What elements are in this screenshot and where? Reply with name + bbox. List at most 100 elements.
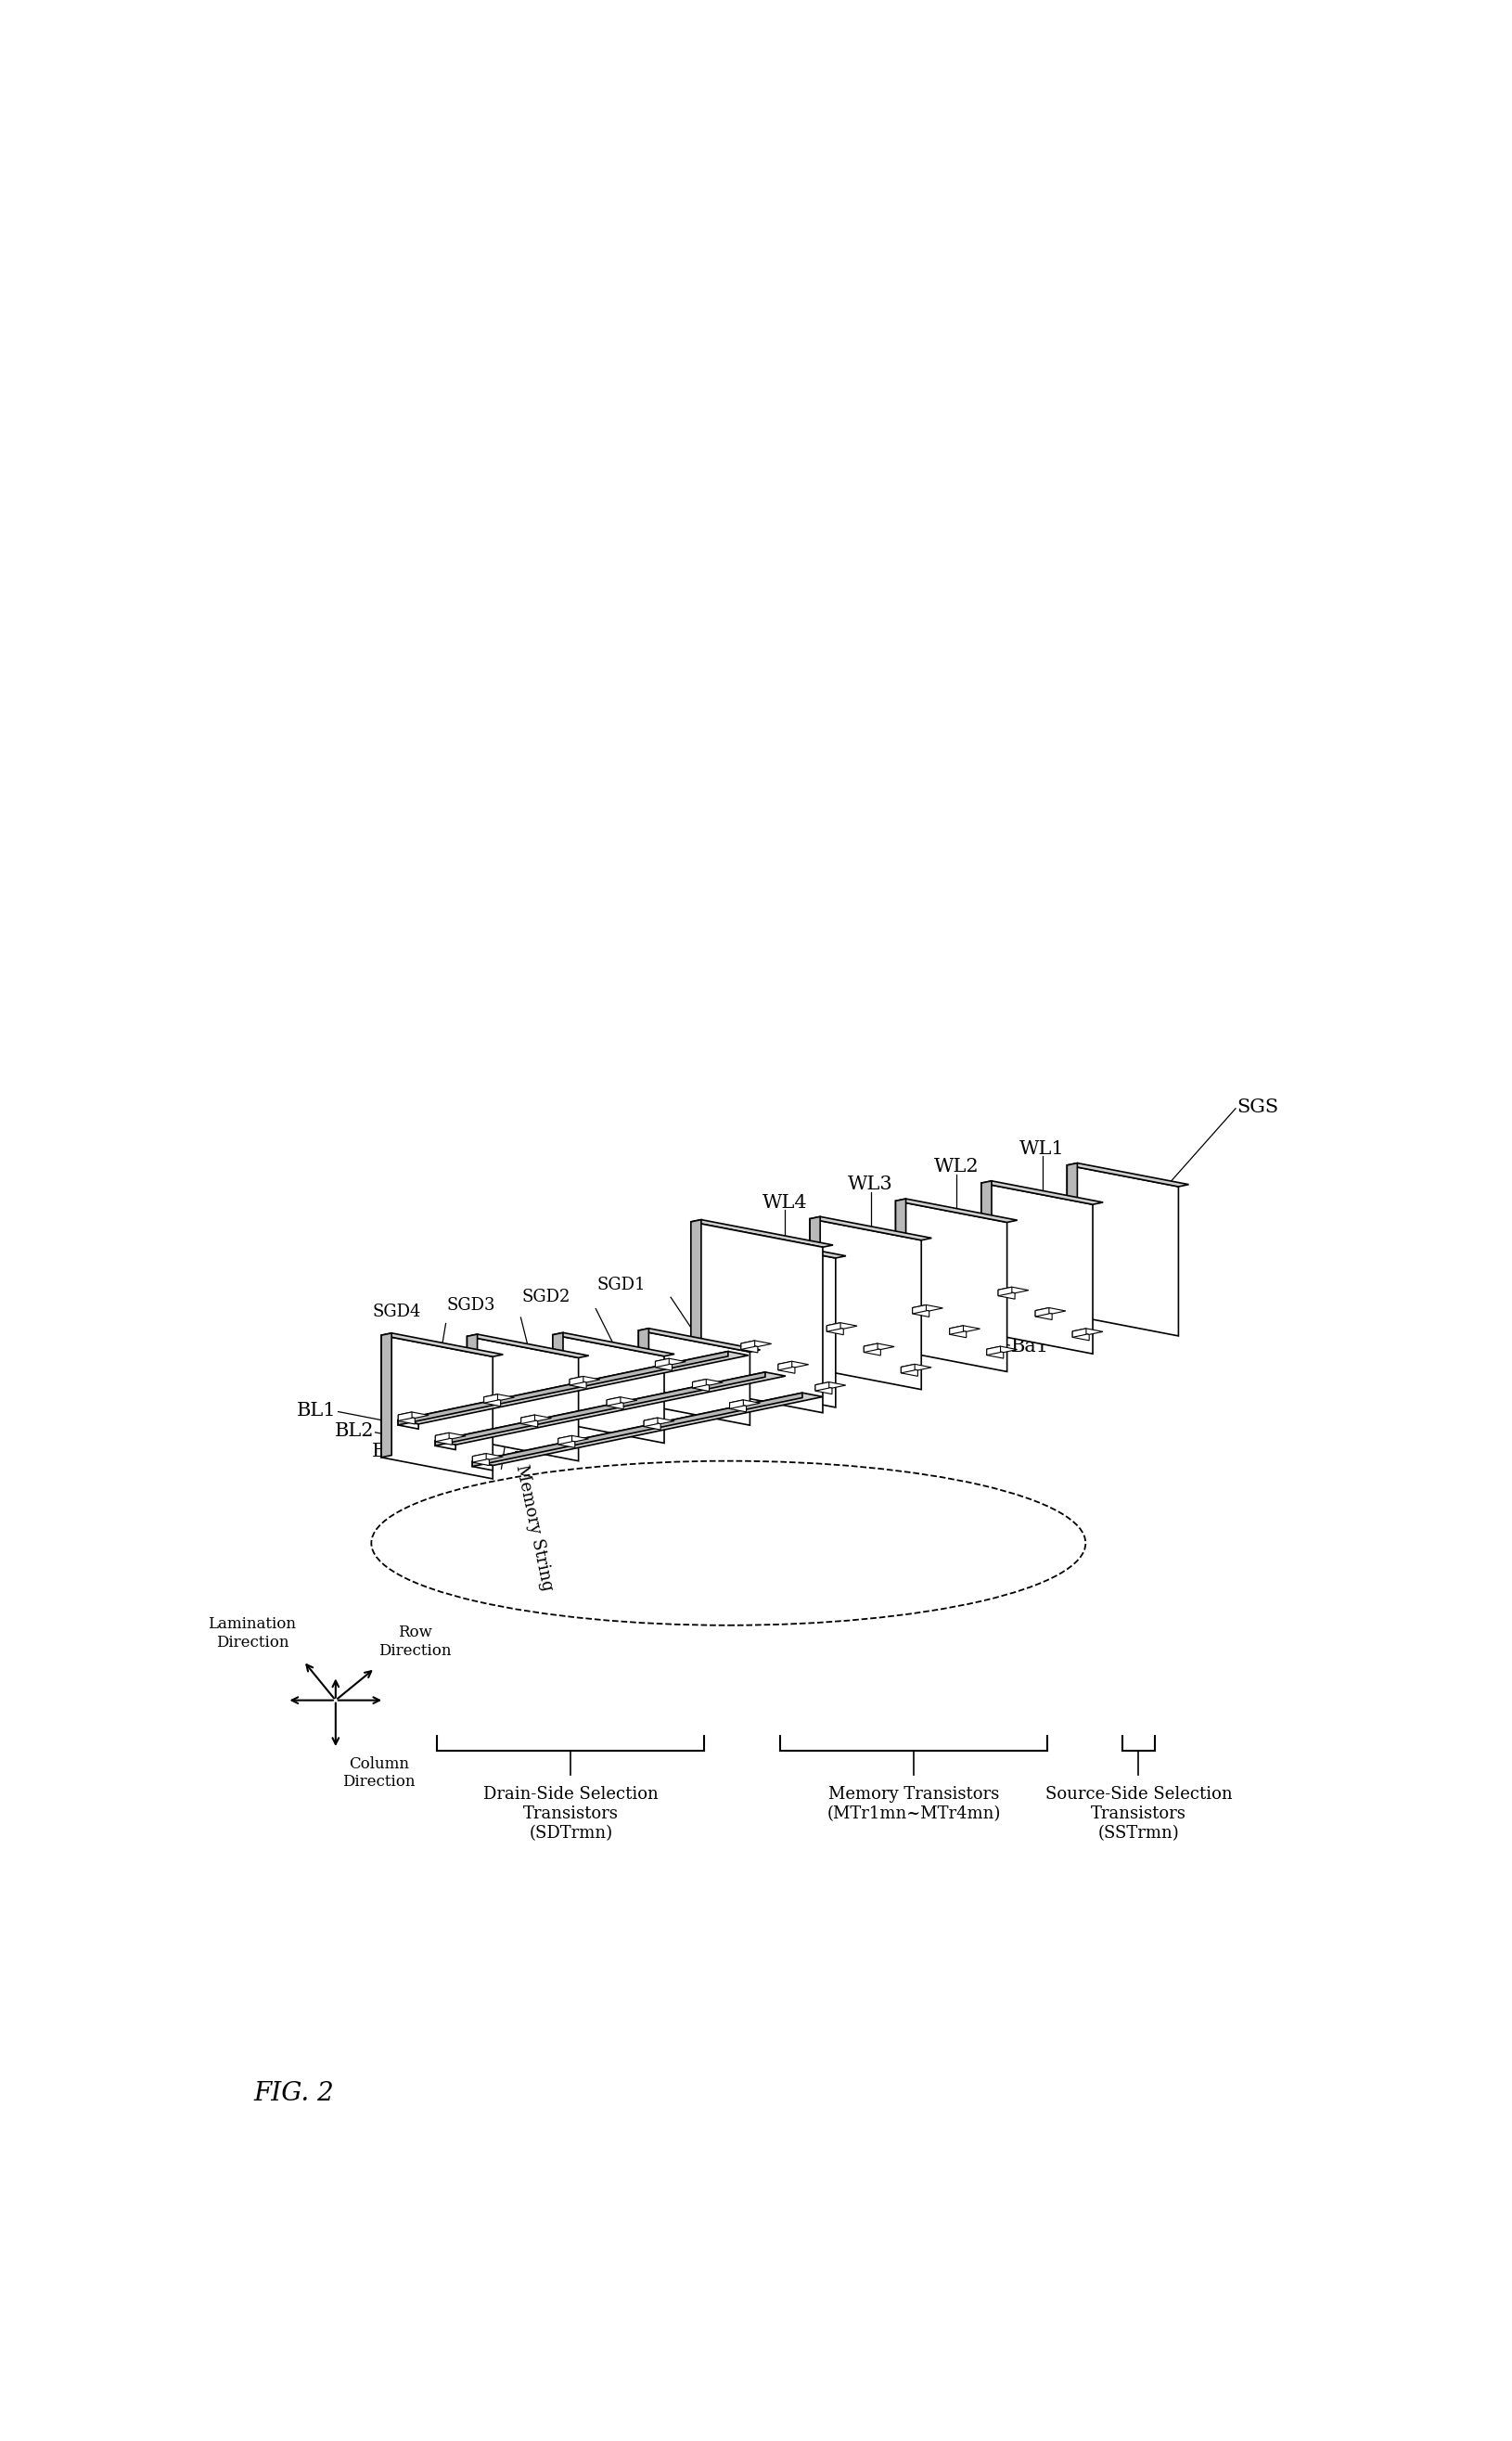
Polygon shape xyxy=(638,1330,750,1426)
Polygon shape xyxy=(912,1306,943,1311)
Polygon shape xyxy=(691,1357,711,1367)
Polygon shape xyxy=(863,1343,877,1352)
Polygon shape xyxy=(901,1365,915,1372)
Polygon shape xyxy=(950,1325,963,1335)
Polygon shape xyxy=(644,1418,674,1423)
Polygon shape xyxy=(1067,1162,1078,1316)
Polygon shape xyxy=(435,1440,455,1450)
Polygon shape xyxy=(863,1343,894,1350)
Text: WL4: WL4 xyxy=(762,1194,807,1211)
Polygon shape xyxy=(730,1404,747,1411)
Polygon shape xyxy=(435,1435,452,1445)
Polygon shape xyxy=(435,1433,466,1438)
Polygon shape xyxy=(435,1433,449,1443)
Polygon shape xyxy=(558,1435,588,1443)
Polygon shape xyxy=(895,1199,1018,1223)
Polygon shape xyxy=(553,1333,562,1421)
Polygon shape xyxy=(779,1362,792,1369)
Polygon shape xyxy=(484,1396,500,1406)
Polygon shape xyxy=(606,1399,623,1408)
Text: SGD4: SGD4 xyxy=(372,1303,420,1321)
Polygon shape xyxy=(472,1457,490,1465)
Polygon shape xyxy=(692,1382,709,1391)
Text: Source-Side Selection
Transistors
(SSTrmn): Source-Side Selection Transistors (SSTrm… xyxy=(1045,1787,1232,1841)
Polygon shape xyxy=(484,1394,497,1404)
Polygon shape xyxy=(398,1416,414,1423)
Polygon shape xyxy=(398,1411,428,1418)
Polygon shape xyxy=(998,1289,1015,1299)
Polygon shape xyxy=(724,1238,836,1408)
Polygon shape xyxy=(398,1421,419,1428)
Text: SGD2: SGD2 xyxy=(522,1289,570,1306)
Text: BL2: BL2 xyxy=(334,1423,373,1440)
Polygon shape xyxy=(472,1452,503,1460)
Polygon shape xyxy=(987,1347,1018,1352)
Polygon shape xyxy=(724,1235,845,1257)
Polygon shape xyxy=(644,1418,658,1426)
Polygon shape xyxy=(998,1286,1028,1294)
Polygon shape xyxy=(987,1347,1001,1355)
Polygon shape xyxy=(570,1377,584,1384)
Polygon shape xyxy=(692,1379,723,1384)
Polygon shape xyxy=(606,1396,637,1404)
Text: WL1: WL1 xyxy=(1019,1140,1064,1157)
Text: Row
Direction: Row Direction xyxy=(378,1626,451,1660)
Text: BL1: BL1 xyxy=(298,1401,337,1418)
Polygon shape xyxy=(827,1323,841,1330)
Polygon shape xyxy=(638,1328,649,1404)
Polygon shape xyxy=(691,1282,1078,1362)
Polygon shape xyxy=(950,1328,966,1338)
Text: Memory Transistors
(MTr1mn~MTr4mn): Memory Transistors (MTr1mn~MTr4mn) xyxy=(827,1787,1001,1821)
Polygon shape xyxy=(1036,1308,1066,1313)
Polygon shape xyxy=(691,1286,1057,1369)
Text: BL3: BL3 xyxy=(372,1443,411,1460)
Text: CLmn: CLmn xyxy=(732,1365,791,1382)
Text: Ba1: Ba1 xyxy=(1012,1338,1049,1355)
Polygon shape xyxy=(981,1184,1093,1355)
Polygon shape xyxy=(472,1452,487,1462)
Polygon shape xyxy=(691,1223,823,1413)
Polygon shape xyxy=(810,1216,931,1240)
Polygon shape xyxy=(570,1379,587,1389)
Text: SGS: SGS xyxy=(1237,1098,1279,1116)
Text: SGD3: SGD3 xyxy=(448,1296,496,1313)
Polygon shape xyxy=(815,1382,845,1389)
Polygon shape xyxy=(398,1411,411,1421)
Polygon shape xyxy=(553,1335,664,1443)
Text: SGD1: SGD1 xyxy=(597,1277,646,1294)
Polygon shape xyxy=(724,1235,735,1386)
Polygon shape xyxy=(558,1435,572,1445)
Polygon shape xyxy=(398,1352,748,1423)
Polygon shape xyxy=(1036,1308,1049,1316)
Polygon shape xyxy=(472,1394,803,1467)
Polygon shape xyxy=(1067,1162,1188,1186)
Polygon shape xyxy=(981,1181,992,1333)
Polygon shape xyxy=(987,1350,1004,1357)
Polygon shape xyxy=(741,1340,754,1350)
Polygon shape xyxy=(741,1343,758,1352)
Polygon shape xyxy=(1072,1328,1086,1338)
Polygon shape xyxy=(810,1216,820,1367)
Polygon shape xyxy=(950,1325,980,1333)
Polygon shape xyxy=(435,1372,765,1445)
Text: Lamination
Direction: Lamination Direction xyxy=(209,1616,296,1650)
Polygon shape xyxy=(472,1394,823,1465)
Polygon shape xyxy=(655,1362,671,1369)
Polygon shape xyxy=(381,1333,503,1357)
Text: Drain-Side Selection
Transistors
(SDTrmn): Drain-Side Selection Transistors (SDTrmn… xyxy=(484,1787,658,1841)
Polygon shape xyxy=(691,1220,833,1247)
Polygon shape xyxy=(398,1352,729,1426)
Polygon shape xyxy=(570,1377,600,1382)
Polygon shape xyxy=(810,1218,921,1389)
Polygon shape xyxy=(912,1306,927,1313)
Polygon shape xyxy=(827,1325,844,1335)
Polygon shape xyxy=(655,1360,668,1367)
Polygon shape xyxy=(730,1399,761,1406)
Polygon shape xyxy=(558,1438,575,1448)
Polygon shape xyxy=(655,1360,686,1365)
Polygon shape xyxy=(827,1323,857,1328)
Polygon shape xyxy=(1067,1164,1178,1335)
Text: Ba: Ba xyxy=(1077,1233,1102,1250)
Polygon shape xyxy=(815,1382,829,1391)
Polygon shape xyxy=(741,1340,771,1347)
